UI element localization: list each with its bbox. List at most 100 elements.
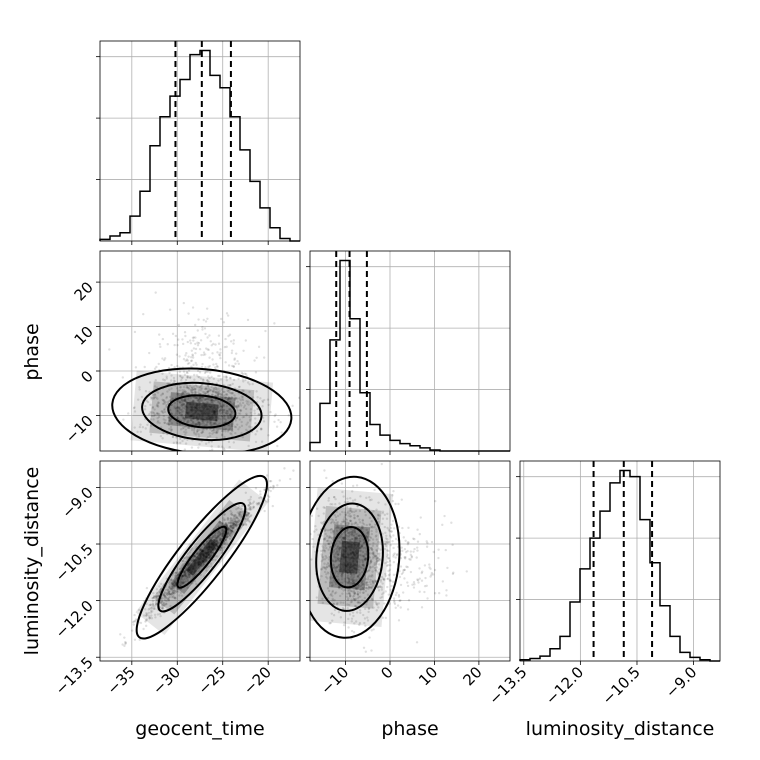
sample-point (211, 544, 214, 547)
sample-point (246, 511, 249, 514)
sample-point (180, 576, 183, 579)
histogram-step-geocent-time (99, 49, 300, 242)
sample-point (170, 422, 174, 425)
sample-point (269, 479, 273, 483)
sample-point (230, 409, 233, 413)
sample-point (191, 566, 194, 569)
sample-point (218, 354, 222, 357)
sample-point (175, 590, 178, 593)
sample-point (201, 550, 205, 553)
sample-point (161, 607, 165, 610)
sample-point (186, 401, 189, 405)
sample-point (148, 616, 151, 620)
sample-point (230, 396, 233, 399)
sample-point (421, 570, 424, 573)
sample-point (208, 543, 212, 547)
x-axis-label-luminosity-distance: luminosity_distance (526, 718, 715, 740)
panel-frame (99, 250, 301, 452)
sample-point (166, 588, 169, 592)
sample-point (224, 396, 228, 399)
sample-point (212, 548, 215, 551)
sample-point (195, 406, 198, 410)
sample-point (216, 545, 219, 548)
sample-point (251, 502, 254, 505)
sample-point (246, 402, 249, 405)
sample-point (215, 531, 218, 534)
sample-point (131, 620, 135, 624)
sample-point (213, 543, 216, 547)
sample-point (391, 519, 395, 523)
sample-point (188, 414, 191, 418)
sample-point (161, 337, 165, 341)
sample-point (216, 536, 219, 539)
sample-point (202, 404, 205, 407)
sample-point (195, 552, 198, 556)
sample-point (195, 415, 199, 419)
sample-point (174, 578, 178, 581)
sample-point (205, 556, 208, 559)
sample-point (174, 574, 177, 578)
sample-point (246, 508, 249, 511)
sample-point (194, 403, 198, 407)
sample-point (184, 407, 187, 411)
sample-point (224, 361, 227, 364)
sample-point (210, 543, 214, 547)
sample-point (234, 522, 238, 525)
sample-point (186, 407, 189, 410)
sample-point (196, 556, 200, 560)
sample-point (196, 344, 200, 347)
sample-point (167, 592, 171, 596)
sample-point (168, 399, 171, 403)
sample-point (225, 376, 228, 379)
sample-point (159, 614, 162, 618)
sample-point (199, 339, 203, 342)
sample-point (157, 401, 160, 405)
sample-point (234, 520, 237, 523)
sample-point (207, 545, 210, 549)
sample-point (223, 428, 226, 431)
sample-point (200, 422, 203, 426)
sample-point (256, 407, 259, 411)
sample-point (247, 520, 250, 523)
sample-point (239, 511, 242, 514)
sample-point (228, 537, 231, 540)
sample-point (248, 519, 251, 522)
sample-point (183, 573, 186, 576)
sample-point (171, 582, 174, 585)
sample-point (201, 413, 205, 416)
sample-point (214, 419, 218, 423)
sample-point (185, 416, 188, 420)
sample-point (283, 467, 286, 470)
sample-point (196, 408, 199, 412)
sample-point (227, 388, 230, 392)
sample-point (220, 393, 223, 397)
sample-point (178, 370, 182, 373)
sample-point (229, 383, 232, 387)
sample-point (392, 489, 395, 493)
sample-point (198, 376, 201, 379)
sample-point (165, 599, 168, 603)
sample-point (404, 539, 407, 542)
sample-point (163, 603, 167, 607)
sample-point (394, 502, 397, 506)
sample-point (225, 523, 228, 527)
sample-point (220, 534, 224, 538)
sample-point (181, 575, 184, 578)
sample-point (165, 377, 168, 380)
sample-point (214, 385, 218, 389)
sample-point (215, 398, 218, 402)
sample-point (208, 405, 212, 409)
sample-point (350, 629, 354, 633)
sample-point (188, 568, 191, 572)
sample-point (221, 531, 225, 535)
sample-point (192, 559, 195, 563)
sample-point (191, 406, 194, 409)
sample-point (183, 389, 186, 392)
tick-label-y: 10 (71, 323, 97, 349)
tick-label-x: 0 (377, 663, 396, 682)
sample-point (241, 401, 245, 405)
sample-point (248, 507, 251, 510)
sample-point (166, 400, 169, 404)
sample-point (227, 531, 230, 535)
